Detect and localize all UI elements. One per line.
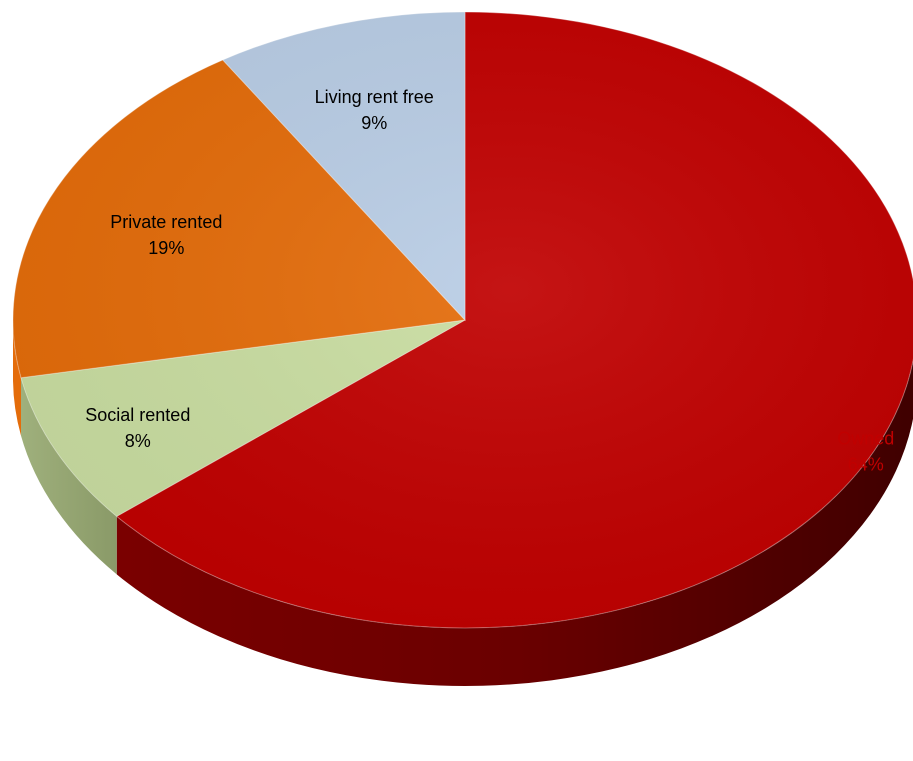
slice-value: 64% [848, 455, 884, 475]
slice-label-living-rent-free: Living rent free 9% [315, 87, 434, 133]
slice-label-private-rented: Private rented 19% [110, 212, 222, 258]
slice-label-owned: Owned 64% [837, 429, 894, 475]
slice-name: Social rented [85, 405, 190, 425]
slice-name: Private rented [110, 212, 222, 232]
slice-value: 8% [125, 431, 151, 451]
slice-name: Owned [837, 429, 894, 449]
slice-label-social-rented: Social rented 8% [85, 405, 190, 451]
slice-name: Living rent free [315, 87, 434, 107]
slice-value: 9% [361, 113, 387, 133]
slice-value: 19% [148, 238, 184, 258]
